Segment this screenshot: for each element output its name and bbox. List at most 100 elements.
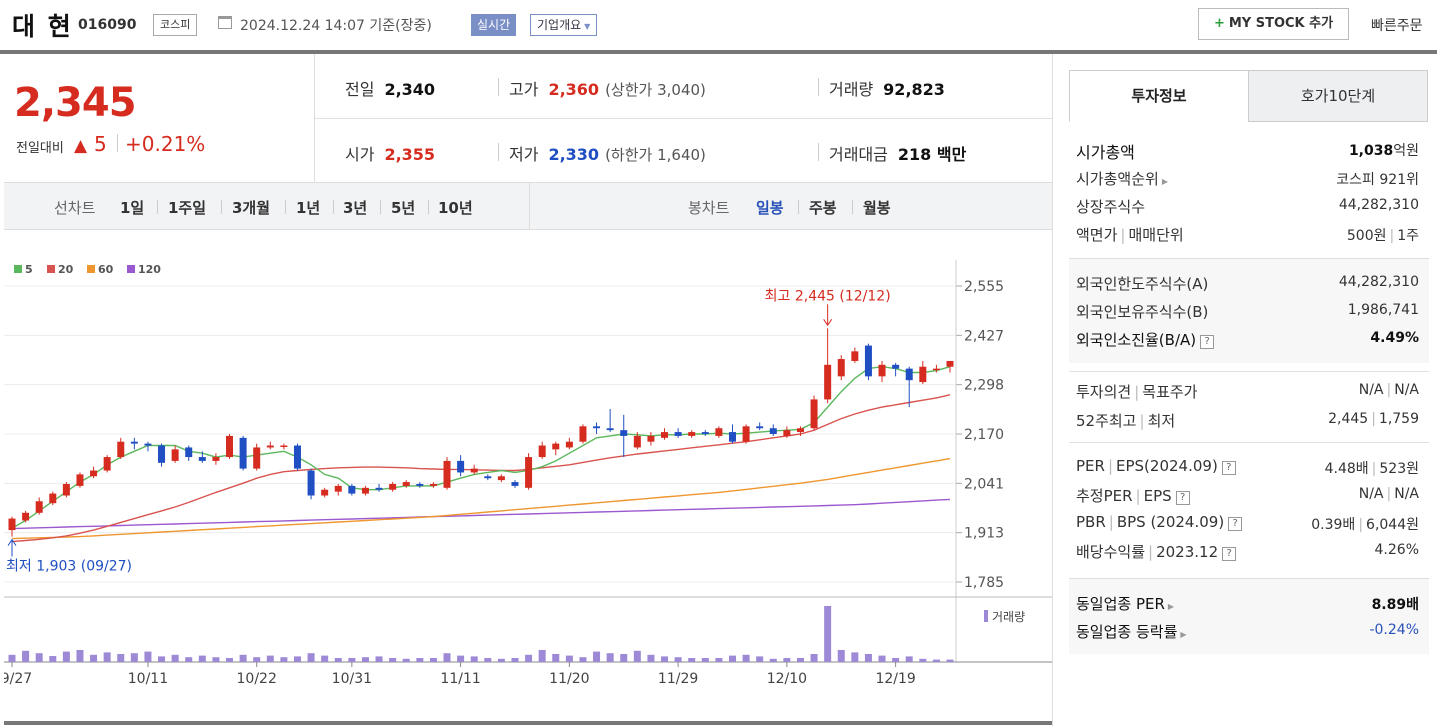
row-label: 52주최고 | 최저	[1076, 412, 1176, 430]
row-value: 4.48배 | 523원	[1324, 461, 1419, 477]
row-face-unit: 액면가 | 매매단위 500원 | 1주	[1069, 221, 1429, 247]
volume-bar	[470, 656, 478, 662]
period-3y[interactable]: 3년	[343, 199, 368, 217]
candle-body	[35, 501, 43, 513]
add-mystock-label: MY STOCK 추가	[1228, 16, 1334, 31]
help-icon[interactable]: ?	[1221, 461, 1236, 475]
current-price: 2,345	[14, 80, 137, 126]
tab-investment-info[interactable]: 투자정보	[1069, 70, 1249, 122]
volume-bar	[144, 651, 152, 662]
row-sector-change[interactable]: 동일업종 등락률 ▶ -0.24%	[1069, 618, 1429, 644]
volume-bar	[321, 655, 329, 662]
panel-tabs: 투자정보 호가10단계	[1069, 70, 1429, 122]
row-value: 44,282,310	[1338, 274, 1419, 290]
candle-body	[565, 441, 573, 448]
period-3m[interactable]: 3개월	[232, 199, 271, 217]
volume-bar	[878, 655, 886, 662]
help-icon[interactable]: ?	[1200, 335, 1215, 349]
candle-body	[389, 483, 397, 490]
candle-daily[interactable]: 일봉	[756, 199, 784, 217]
candle-body	[457, 460, 465, 473]
candle-body	[620, 430, 628, 436]
divider	[117, 134, 118, 152]
candle-body	[22, 512, 30, 521]
per-value: 4.48배	[1324, 461, 1369, 477]
row-per: PER | EPS(2024.09)? 4.48배 | 523원	[1069, 454, 1429, 480]
stock-header: 대 현 016090 코스피 2024.12.24 14:07 기준(장중) 실…	[0, 0, 1437, 50]
row-sector-per[interactable]: 동일업종 PER ▶ 8.89배	[1069, 590, 1429, 616]
volume-bar	[538, 650, 546, 662]
volume-bar	[946, 659, 954, 662]
row-value: 코스피 921위	[1336, 172, 1419, 188]
period-5y[interactable]: 5년	[391, 199, 416, 217]
chart-svg: 2,555 2,427 2,298 2,170 2,041 1,913 1,785 5 20 60…	[0, 260, 1052, 687]
opinion-value: N/A	[1358, 382, 1384, 398]
pbr-label: PBR	[1076, 513, 1106, 531]
volume-bar	[851, 652, 859, 662]
volume-bar	[334, 658, 342, 662]
candle-body	[810, 399, 818, 429]
toolbar-divider	[529, 183, 530, 229]
high52-label: 52주최고	[1076, 412, 1137, 430]
help-icon[interactable]: ?	[1222, 547, 1237, 561]
candle-body	[878, 364, 886, 377]
candle-body	[674, 432, 682, 436]
period-10y[interactable]: 10년	[438, 199, 473, 217]
row-divider	[315, 118, 1053, 119]
volume-bar	[22, 650, 30, 662]
candle-weekly[interactable]: 주봉	[809, 199, 837, 217]
high-annotation: 최고 2,445 (12/12)	[765, 288, 891, 304]
row-value: 4.49%	[1370, 330, 1419, 346]
candle-body	[756, 426, 764, 429]
candle-body	[429, 483, 437, 486]
row-value: 44,282,310	[1338, 197, 1419, 213]
candle-body	[212, 457, 220, 461]
high-arrow-head	[823, 319, 833, 327]
volume-bar	[905, 656, 913, 662]
candle-body	[851, 351, 859, 361]
period-1d[interactable]: 1일	[120, 199, 145, 217]
high52-value: 2,445	[1328, 411, 1369, 427]
add-mystock-button[interactable]: + MY STOCK 추가	[1198, 8, 1349, 40]
help-icon[interactable]: ?	[1175, 491, 1190, 505]
row-foreign-hold: 외국인보유주식수(B) 1,986,741	[1069, 298, 1429, 324]
dividend-year: 2023.12	[1156, 543, 1219, 561]
candle-body	[538, 445, 546, 458]
help-icon[interactable]: ?	[1228, 517, 1243, 531]
price-change: 5	[94, 132, 107, 156]
candle-monthly[interactable]: 월봉	[863, 199, 891, 217]
volume-bar	[90, 654, 98, 662]
volume-bar	[239, 654, 247, 662]
caret-down-icon: ▼	[584, 22, 591, 31]
candle-body	[824, 364, 832, 400]
period-1y[interactable]: 1년	[296, 199, 321, 217]
volume-bar	[62, 651, 70, 662]
volume-bar	[375, 656, 383, 662]
price-change-percent: +0.21%	[125, 132, 206, 156]
divider	[818, 143, 819, 161]
row-value: 1,986,741	[1347, 302, 1419, 318]
candle-body	[171, 449, 179, 461]
chevron-right-icon: ▶	[1180, 630, 1187, 639]
period-1w[interactable]: 1주일	[168, 199, 207, 217]
candle-body	[198, 457, 206, 461]
row-value: 1,038억원	[1349, 140, 1419, 160]
volume-bar	[864, 654, 872, 662]
y-tick-label: 2,170	[964, 427, 1004, 443]
row-label: 투자의견 | 목표주가	[1076, 383, 1198, 401]
row-label: 추정PER | EPS?	[1076, 485, 1190, 506]
est-per-value: N/A	[1358, 486, 1384, 502]
tab-orderbook[interactable]: 호가10단계	[1248, 70, 1428, 122]
price-chart[interactable]: 2,555 2,427 2,298 2,170 2,041 1,913 1,785 5 20 60…	[0, 230, 1052, 726]
quick-order-link[interactable]: 빠른주문	[1371, 18, 1423, 34]
sector-change-label: 동일업종 등락률	[1076, 623, 1178, 641]
candle-body	[443, 460, 451, 488]
volume-bar	[620, 654, 628, 662]
company-info-dropdown[interactable]: 기업개요 ▼	[530, 14, 598, 36]
row-rank[interactable]: 시가총액순위 ▶ 코스피 921위	[1069, 165, 1429, 191]
y-tick-label: 1,785	[964, 575, 1004, 591]
realtime-button[interactable]: 실시간	[471, 14, 517, 36]
row-dividend: 배당수익률 | 2023.12? 4.26%	[1069, 538, 1429, 564]
candle-body	[226, 435, 234, 458]
volume-bar	[130, 653, 138, 662]
